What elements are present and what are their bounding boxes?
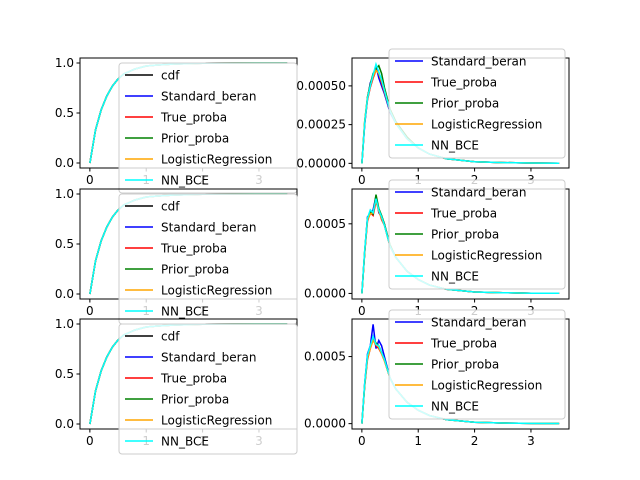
y-tick-label: 0.0	[55, 417, 74, 431]
x-tick-label: 0	[86, 173, 94, 187]
x-tick-label: 0	[86, 434, 94, 448]
legend: cdf Standard_beran True_proba Prior_proba Lo…	[118, 323, 298, 455]
x-tick-label: 1	[414, 434, 422, 448]
legend: cdf Standard_beran True_proba Prior_proba Lo…	[118, 62, 298, 194]
legend-label: NN_BCE	[161, 305, 209, 319]
x-tick-label: 2	[471, 434, 479, 448]
legend-label: Standard_beran	[161, 221, 256, 235]
subplot-0-1: 01230.000000.000250.00050Standard_beranT…	[296, 48, 570, 187]
legend-label: LogisticRegression	[161, 284, 272, 298]
x-tick-label: 0	[358, 304, 366, 318]
legend-label: LogisticRegression	[431, 249, 542, 263]
legend-box	[118, 323, 298, 455]
legend-label: True_proba	[160, 242, 227, 256]
legend-label: True_proba	[160, 111, 227, 125]
legend-label: LogisticRegression	[161, 153, 272, 167]
y-tick-label: 0.00050	[296, 79, 346, 93]
legend-label: Prior_proba	[431, 228, 499, 242]
x-tick-label: 0	[358, 434, 366, 448]
subplot-2-0: 01230.00.51.0cdfStandard_beranTrue_proba…	[55, 317, 298, 455]
y-tick-label: 0.0005	[304, 217, 346, 231]
legend-label: NN_BCE	[431, 270, 479, 284]
legend-label: cdf	[161, 330, 180, 344]
legend: Standard_beran True_proba Prior_proba Logis…	[388, 309, 566, 420]
legend-label: Standard_beran	[161, 90, 256, 104]
y-tick-label: 0.5	[55, 367, 74, 381]
legend-label: cdf	[161, 69, 180, 83]
y-tick-label: 0.00000	[296, 156, 346, 170]
legend: Standard_beran True_proba Prior_proba Logis…	[388, 48, 566, 159]
legend-box	[388, 309, 566, 420]
y-tick-label: 0.0005	[304, 350, 346, 364]
y-tick-label: 1.0	[55, 317, 74, 331]
y-tick-label: 0.0	[55, 287, 74, 301]
legend-label: Prior_proba	[431, 97, 499, 111]
legend-label: cdf	[161, 200, 180, 214]
legend-label: Standard_beran	[431, 186, 526, 200]
legend-label: LogisticRegression	[161, 414, 272, 428]
y-tick-label: 0.0000	[304, 286, 346, 300]
subplot-grid: 0 1 2 3 0.0 0.5 1.0 cdf Standard_beran True_proba…	[55, 48, 570, 455]
legend-label: True_proba	[430, 337, 497, 351]
legend: Standard_beran True_proba Prior_proba Logis…	[388, 179, 566, 290]
legend-label: NN_BCE	[161, 174, 209, 188]
legend-label: True_proba	[430, 207, 497, 221]
x-tick-label: 0	[358, 173, 366, 187]
y-tick-label: 0.5	[55, 106, 74, 120]
y-tick-label: 1.0	[55, 56, 74, 70]
legend-box	[118, 62, 298, 194]
legend-label: Standard_beran	[431, 316, 526, 330]
y-tick-label: 1.0	[55, 187, 74, 201]
legend-label: Prior_proba	[161, 393, 229, 407]
legend-label: Standard_beran	[161, 351, 256, 365]
legend-label: NN_BCE	[161, 435, 209, 449]
legend-label: True_proba	[430, 76, 497, 90]
y-tick-label: 0.0	[55, 156, 74, 170]
legend-label: NN_BCE	[431, 139, 479, 153]
legend-label: LogisticRegression	[431, 379, 542, 393]
y-tick-label: 0.00025	[296, 118, 346, 132]
subplot-2-1: 0 1 2 3 0.0000 0.0005 Standard_beran True_proba…	[304, 309, 570, 448]
y-tick-label: 0.5	[55, 237, 74, 251]
subplot-1-0: 01230.00.51.0cdfStandard_beranTrue_proba…	[55, 187, 298, 325]
x-tick-label: 0	[86, 304, 94, 318]
y-tick-label: 0.0000	[304, 417, 346, 431]
x-tick-label: 3	[527, 434, 535, 448]
legend-label: Prior_proba	[431, 358, 499, 372]
legend-label: Prior_proba	[161, 263, 229, 277]
legend-label: Standard_beran	[431, 55, 526, 69]
legend-box	[388, 179, 566, 290]
legend-label: Prior_proba	[161, 132, 229, 146]
legend: cdf Standard_beran True_proba Prior_proba Lo…	[118, 193, 298, 325]
legend-label: LogisticRegression	[431, 118, 542, 132]
subplot-0-0: 01230.00.51.0cdfStandard_beranTrue_proba…	[55, 56, 298, 194]
legend-label: True_proba	[160, 372, 227, 386]
legend-label: NN_BCE	[431, 400, 479, 414]
legend-box	[388, 48, 566, 159]
subplot-1-1: 01230.00000.0005Standard_beranTrue_proba…	[304, 179, 570, 318]
